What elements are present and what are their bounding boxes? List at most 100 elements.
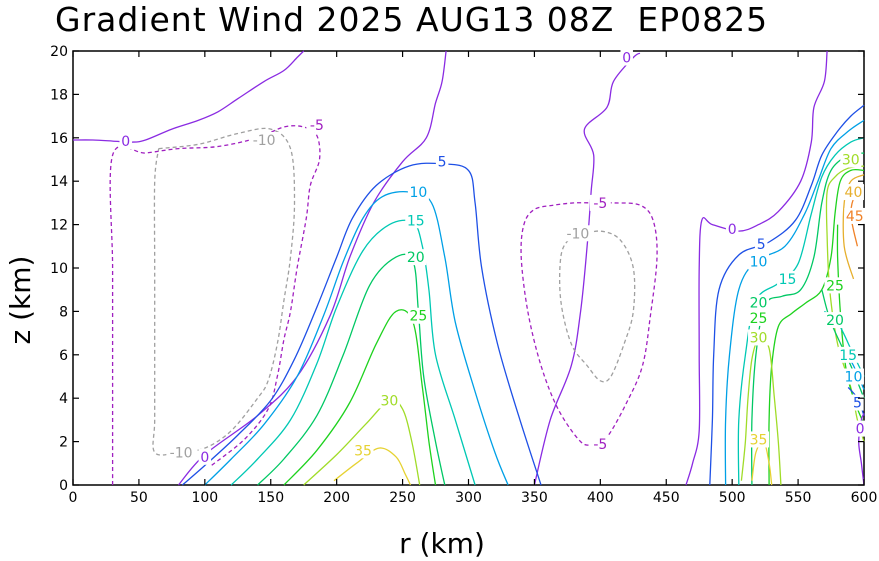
- contour-line-10-16: [724, 119, 865, 486]
- contour-lines: [72, 50, 865, 486]
- contour-label-bg-3: [620, 49, 633, 66]
- x-tick-label-100: 100: [191, 490, 218, 506]
- contour-label-23: 35: [750, 432, 768, 448]
- contour-label-19: 15: [779, 272, 797, 288]
- contour-label-28: 20: [826, 313, 844, 329]
- contour-label-bg-32: [853, 420, 867, 437]
- contour-label-bg-14: [166, 444, 196, 461]
- y-tick-label-20: 20: [50, 44, 68, 60]
- contour-label-bg-12: [563, 225, 593, 242]
- contour-label-25: 40: [845, 185, 863, 201]
- contour-label-bg-30: [842, 368, 864, 385]
- contour-label-22: 30: [750, 330, 768, 346]
- x-tick-label-200: 200: [323, 490, 350, 506]
- contour-label-bg-5: [407, 184, 429, 201]
- contour-label-9: 30: [380, 393, 398, 409]
- contour-label-bg-27: [824, 277, 846, 294]
- contour-label-bg-4: [435, 153, 449, 170]
- x-tick-label-150: 150: [257, 490, 284, 506]
- contour-line-15-10: [230, 219, 476, 486]
- contour-label-bg-17: [754, 236, 768, 253]
- contour-label-bg-28: [824, 312, 846, 329]
- contour-label-8: 25: [409, 309, 427, 325]
- y-tick-label-14: 14: [50, 174, 68, 190]
- contour-line-25-12: [283, 309, 437, 486]
- contour-label-bg-8: [407, 307, 429, 324]
- contour-line-5-15: [709, 104, 865, 486]
- contour-label-5: 10: [409, 185, 427, 201]
- contour-label-bg-26: [844, 207, 866, 224]
- contour-label-13: -5: [593, 437, 607, 453]
- contour-line-5-8: [181, 162, 542, 486]
- contour-line--5-4: [109, 125, 321, 485]
- y-tick-label-12: 12: [50, 218, 68, 234]
- contour-label-32: 0: [856, 422, 865, 438]
- contour-label-29: 15: [839, 348, 857, 364]
- y-tick-label-10: 10: [50, 261, 68, 277]
- y-axis-label: z (km): [4, 256, 37, 345]
- x-tick-label-0: 0: [69, 490, 78, 506]
- contour-label-21: 25: [750, 311, 768, 327]
- contour-line-0-0: [72, 50, 305, 143]
- contour-line-20-11: [257, 253, 446, 486]
- x-tick-label-600: 600: [851, 490, 878, 506]
- contour-label-3: 0: [622, 51, 631, 67]
- contour-line-35-14: [333, 447, 412, 486]
- contour-label-bg-1: [306, 116, 328, 133]
- contour-label-bg-10: [352, 442, 374, 459]
- contour-label-18: 10: [750, 254, 768, 270]
- x-tick-label-250: 250: [389, 490, 416, 506]
- contour-label-7: 20: [407, 250, 425, 266]
- x-tick-label-500: 500: [719, 490, 746, 506]
- contour-label-4: 5: [438, 155, 447, 171]
- x-tick-label-50: 50: [130, 490, 148, 506]
- contour-label-14: -10: [170, 445, 193, 461]
- contour-label-26: 45: [846, 209, 864, 225]
- contour-label-20: 20: [750, 296, 768, 312]
- contour-label-bg-25: [842, 184, 864, 201]
- y-axis: 0 2 4 6 8 10 12 14 16 18 20: [50, 44, 864, 494]
- contour-label-16: 0: [728, 222, 737, 238]
- contour-label-bg-20: [748, 294, 770, 311]
- contour-line--10-7: [558, 230, 636, 383]
- y-tick-label-6: 6: [59, 348, 68, 364]
- contour-line-40-29: [842, 174, 865, 280]
- contour-label-bg-15: [198, 448, 212, 465]
- contour-label-bg-29: [837, 346, 859, 363]
- contour-label-6: 15: [407, 213, 425, 229]
- y-tick-label-8: 8: [59, 304, 68, 320]
- contour-label-bg-11: [589, 194, 611, 211]
- contour-label-bg-2: [249, 131, 279, 148]
- contour-label-0: 0: [121, 134, 130, 150]
- x-tick-label-450: 450: [653, 490, 680, 506]
- contour-label-30: 10: [845, 370, 863, 386]
- contour-label-bg-24: [840, 151, 862, 168]
- y-tick-label-0: 0: [59, 478, 68, 494]
- contour-label-1: -5: [310, 118, 324, 134]
- chart-title: Gradient Wind 2025 AUG13 08Z EP0825: [55, 0, 769, 39]
- y-tick-label-4: 4: [59, 391, 68, 407]
- contour-label-12: -10: [566, 226, 589, 242]
- contour-label-10: 35: [354, 443, 372, 459]
- contour-line-0-1: [178, 50, 447, 486]
- contour-label-11: -5: [593, 196, 607, 212]
- contour-label-24: 30: [842, 153, 860, 169]
- contour-label-2: -10: [253, 133, 276, 149]
- contour-line-15-17: [737, 137, 865, 486]
- contour-line-10-9: [204, 190, 509, 486]
- contour-label-bg-21: [748, 309, 770, 326]
- contour-label-bg-0: [119, 133, 132, 150]
- y-tick-label-16: 16: [50, 131, 68, 147]
- contour-label-bg-19: [777, 270, 799, 287]
- contour-label-15: 0: [200, 450, 209, 466]
- contour-label-bg-6: [405, 212, 427, 229]
- contour-label-27: 25: [826, 278, 844, 294]
- contour-label-bg-9: [378, 392, 400, 409]
- contour-line-0-2: [533, 52, 641, 486]
- contour-label-31: 5: [853, 396, 862, 412]
- contour-line-30-20: [740, 338, 782, 486]
- contour-line-25-19: [768, 168, 865, 486]
- contour-line--5-5: [520, 202, 658, 446]
